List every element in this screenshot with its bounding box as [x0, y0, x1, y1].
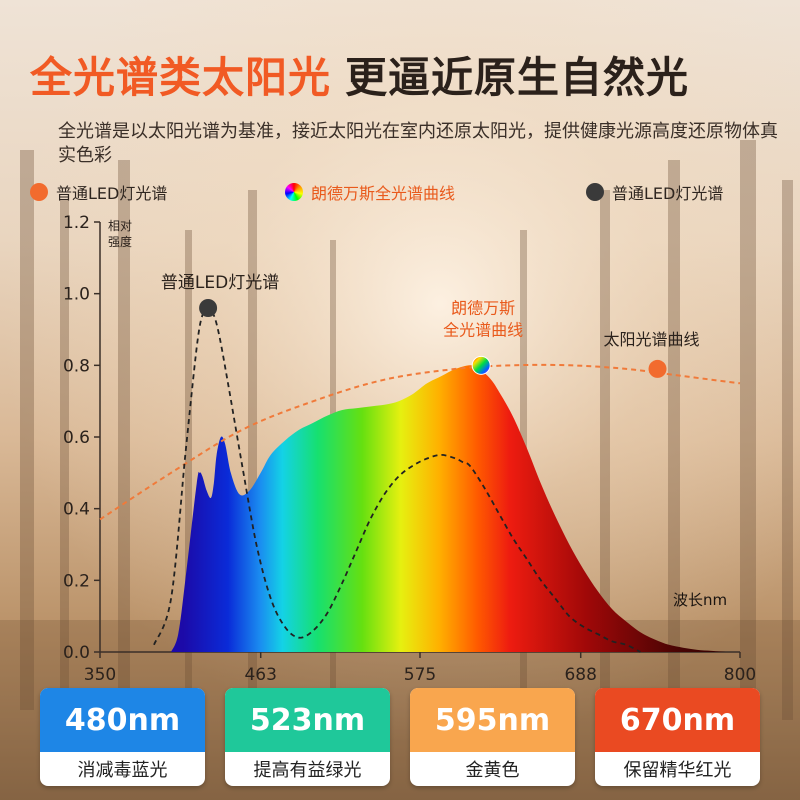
y-axis-label-part1: 相对 [108, 219, 132, 233]
y-tick-label: 0.0 [63, 643, 90, 663]
card-value: 523nm [225, 688, 390, 752]
x-tick-label: 350 [84, 665, 116, 685]
card-480nm: 480nm 消减毒蓝光 [40, 688, 205, 786]
y-tick-label: 0.8 [63, 356, 90, 376]
y-tick-label: 0.4 [63, 500, 90, 520]
sun-curve-annotation: 太阳光谱曲线 [604, 330, 700, 349]
card-523nm: 523nm 提高有益绿光 [225, 688, 390, 786]
black-dot-icon [586, 183, 604, 201]
legend-item-led-orange: 普通LED灯光谱 [30, 180, 167, 204]
rainbow-dot-icon [285, 183, 303, 201]
x-ticks: 350 463 575 688 800 [84, 652, 756, 685]
card-670nm: 670nm 保留精华红光 [595, 688, 760, 786]
series-full-spectrum-area [171, 365, 726, 652]
title-rest: 更逼近原生自然光 [345, 53, 690, 102]
full-spectrum-annotation-line2: 全光谱曲线 [443, 320, 523, 339]
sun-curve-marker [648, 359, 667, 378]
led-peak-marker [199, 299, 218, 317]
x-axis-label: 波长nm [673, 591, 727, 609]
full-spectrum-annotation-line1: 朗德万斯 [451, 298, 515, 317]
y-tick-label: 0.6 [63, 428, 90, 448]
full-spectrum-peak-marker [471, 355, 491, 375]
legend-label: 普通LED灯光谱 [612, 184, 724, 203]
card-label: 提高有益绿光 [253, 760, 362, 781]
y-tick-label: 0.2 [63, 571, 90, 591]
feature-cards: 480nm 消减毒蓝光 523nm 提高有益绿光 595nm 金黄色 670nm… [40, 688, 760, 786]
orange-dot-icon [30, 183, 48, 201]
y-tick-label: 1.0 [63, 285, 90, 305]
card-label: 保留精华红光 [623, 760, 732, 781]
card-value: 595nm [410, 688, 575, 752]
card-value: 480nm [40, 688, 205, 752]
legend-item-led-black: 普通LED灯光谱 [586, 180, 723, 204]
description-text: 全光谱是以太阳光谱为基准，接近太阳光在室内还原太阳光，提供健康光源高度还原物体真… [58, 121, 778, 166]
card-595nm: 595nm 金黄色 [410, 688, 575, 786]
x-tick-label: 463 [244, 665, 276, 685]
card-value: 670nm [595, 688, 760, 752]
title-highlight: 全光谱类太阳光 [30, 53, 332, 102]
y-tick-label: 1.2 [63, 213, 90, 233]
x-tick-label: 688 [564, 665, 596, 685]
card-label: 金黄色 [465, 760, 520, 781]
led-peak-annotation: 普通LED灯光谱 [161, 273, 279, 293]
legend-label: 普通LED灯光谱 [56, 184, 168, 203]
legend-label: 朗德万斯全光谱曲线 [311, 184, 456, 203]
y-ticks: 0.0 0.2 0.4 0.6 0.8 1.0 1.2 [63, 213, 100, 663]
y-axis-label-part2: 强度 [108, 234, 132, 249]
x-tick-label: 800 [724, 665, 756, 685]
x-tick-label: 575 [404, 665, 436, 685]
page-title: 全光谱类太阳光 更逼近原生自然光 [30, 44, 689, 105]
legend-item-full-spectrum: 朗德万斯全光谱曲线 [285, 180, 455, 204]
card-label: 消减毒蓝光 [77, 760, 168, 781]
y-axis: 0.0 0.2 0.4 0.6 0.8 1.0 1.2 相对 强度 [63, 213, 132, 663]
series-sun-curve [99, 363, 741, 521]
